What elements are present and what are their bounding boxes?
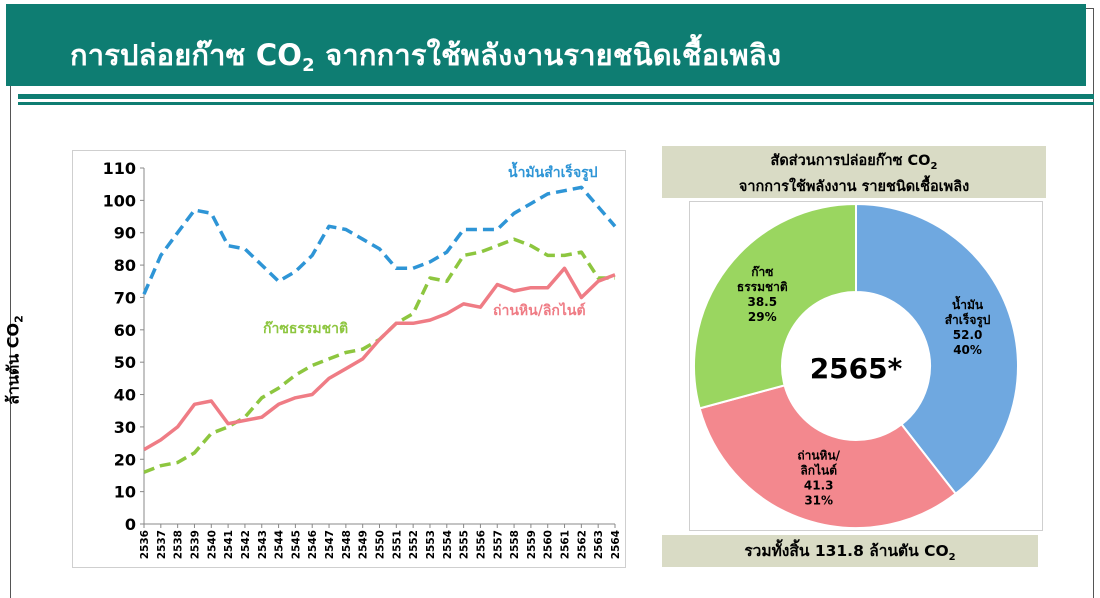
page-title-sub: 2 [302,55,315,76]
x-tick-label: 2556 [475,530,487,559]
pie-label-line: 31% [804,493,833,507]
x-tick-label: 2561 [560,530,572,559]
x-tick-label: 2539 [189,530,201,559]
x-tick-label: 2548 [341,530,353,559]
page-title-suffix: จากการใช้พลังงานรายชนิดเชื้อเพลิง [314,38,782,72]
pie-chart-panel: น้ำมัน สำเร็จรูป 52.0 40% ถ่านหิน/ลิกไนต์ 41.… [689,201,1043,531]
pie-label-petroleum: น้ำมันสำเร็จรูป52.040% [945,295,991,357]
x-tick-label: 2552 [408,530,420,559]
y-tick-label: 30 [114,418,136,437]
pie-slice-natural-gas [693,202,857,410]
x-tick-label: 2557 [492,530,504,559]
total-caption-text: รวมทั้งสิ้น 131.8 ล้านตัน CO [744,542,949,560]
series-label-coal: ถ่านหิน/ลิกไนต์ [493,301,586,319]
series-line-coal [143,266,616,452]
x-tick-label: 2545 [290,530,302,559]
x-tick-label: 2537 [156,530,168,559]
series-line-natural-gas [143,237,615,474]
y-tick-label: 40 [114,386,136,405]
pie-label-line: 38.5 [747,295,777,309]
x-tick-label: 2544 [274,530,286,559]
x-tick-label: 2555 [459,530,471,559]
pie-label-line: น้ำมัน [952,295,984,312]
pie-label-line: ลิกไนต์ [800,462,837,477]
series-line-petroleum [142,185,617,295]
pie-label-line: 29% [748,310,777,324]
pie-label-line: สำเร็จรูป [945,312,991,328]
y-tick-label: 110 [103,159,136,178]
y-tick-label: 20 [114,450,136,469]
pie-label-line: 52.0 [953,328,983,342]
line-chart: 0 10 20 30 40 50 60 70 80 90 100 110 2536 2537 2538 253… [103,159,622,559]
y-tick-label: 100 [103,191,136,210]
series-label-petroleum: น้ำมันสำเร็จรูป [508,161,598,181]
x-tick-label: 2541 [223,530,235,559]
pie-chart-title: สัดส่วนการปล่อยก๊าซ CO2 จากการใช้พลังงาน… [662,146,1046,198]
x-tick-label: 2553 [425,530,437,559]
pie-label-line: ก๊าซ [751,265,773,279]
line-chart-panel: 0 10 20 30 40 50 60 70 80 90 100 110 2536 2537 2538 253… [72,150,626,568]
x-tick-label: 2560 [543,530,555,559]
header-rule-thick [18,94,1094,99]
pie-label-line: 41.3 [804,478,834,492]
pie-slice-petroleum [855,202,1019,496]
x-tick-label: 2536 [139,530,151,559]
pie-chart: น้ำมันสำเร็จรูป52.040% ถ่านหิน/ลิกไนต์41.… [693,202,1019,529]
pie-label-coal: ถ่านหิน/ลิกไนต์41.331% [797,448,840,507]
x-tick-label: 2559 [526,530,538,559]
pie-title-line1: สัดส่วนการปล่อยก๊าซ CO2 [662,151,1046,177]
ylabel-main: ล้านตัน CO [3,322,23,405]
x-tick-label: 2562 [576,530,588,559]
page-title: การปล่อยก๊าซ CO2 จากการใช้พลังงานรายชนิด… [70,32,781,78]
y-tick-label: 90 [114,224,136,243]
y-tick-label: 80 [114,256,136,275]
pie-title-line2: จากการใช้พลังงาน รายชนิดเชื้อเพลิง [738,178,970,195]
total-caption: รวมทั้งสิ้น 131.8 ล้านตัน CO2 [662,535,1038,567]
y-tick-label: 60 [114,321,136,340]
x-tick-label: 2542 [240,530,252,559]
x-tick-label: 2549 [358,530,370,559]
pie-title-line1-sub: 2 [930,160,938,172]
x-tick-label: 2564 [610,530,622,559]
header-rule-thin [18,102,1094,105]
x-tick-label: 2543 [257,530,269,559]
total-caption-sub: 2 [948,552,956,564]
line-chart-ylabel: ล้านตัน CO2 [2,315,27,405]
ylabel-sub: 2 [12,315,26,323]
pie-label-line: ถ่านหิน/ [797,448,840,462]
pie-title-line1-text: สัดส่วนการปล่อยก๊าซ CO [770,153,931,169]
x-tick-label: 2563 [593,530,605,559]
pie-center-label: 2565* [810,352,903,385]
x-tick-label: 2538 [173,530,185,559]
pie-label-line: 40% [953,343,982,357]
x-tick-label: 2554 [442,530,454,559]
x-tick-label: 2551 [391,530,403,559]
x-tick-label: 2546 [307,530,319,559]
x-tick-label: 2547 [324,530,336,559]
x-tick-label: 2550 [375,530,387,559]
y-tick-label: 50 [114,353,136,372]
series-label-natural-gas: ก๊าซธรรมชาติ [263,320,348,337]
title-bar: การปล่อยก๊าซ CO2 จากการใช้พลังงานรายชนิด… [6,4,1086,86]
y-tick-label: 0 [125,515,136,534]
x-tick-label: 2540 [206,530,218,559]
x-tick-label: 2558 [509,530,521,559]
pie-slice-coal [698,384,958,529]
y-tick-label: 10 [114,483,136,502]
page-title-prefix: การปล่อยก๊าซ CO [70,38,303,72]
pie-label-line: ธรรมชาติ [737,280,788,294]
y-tick-label: 70 [114,288,136,307]
pie-label-natural-gas: ก๊าซธรรมชาติ38.529% [737,265,788,324]
